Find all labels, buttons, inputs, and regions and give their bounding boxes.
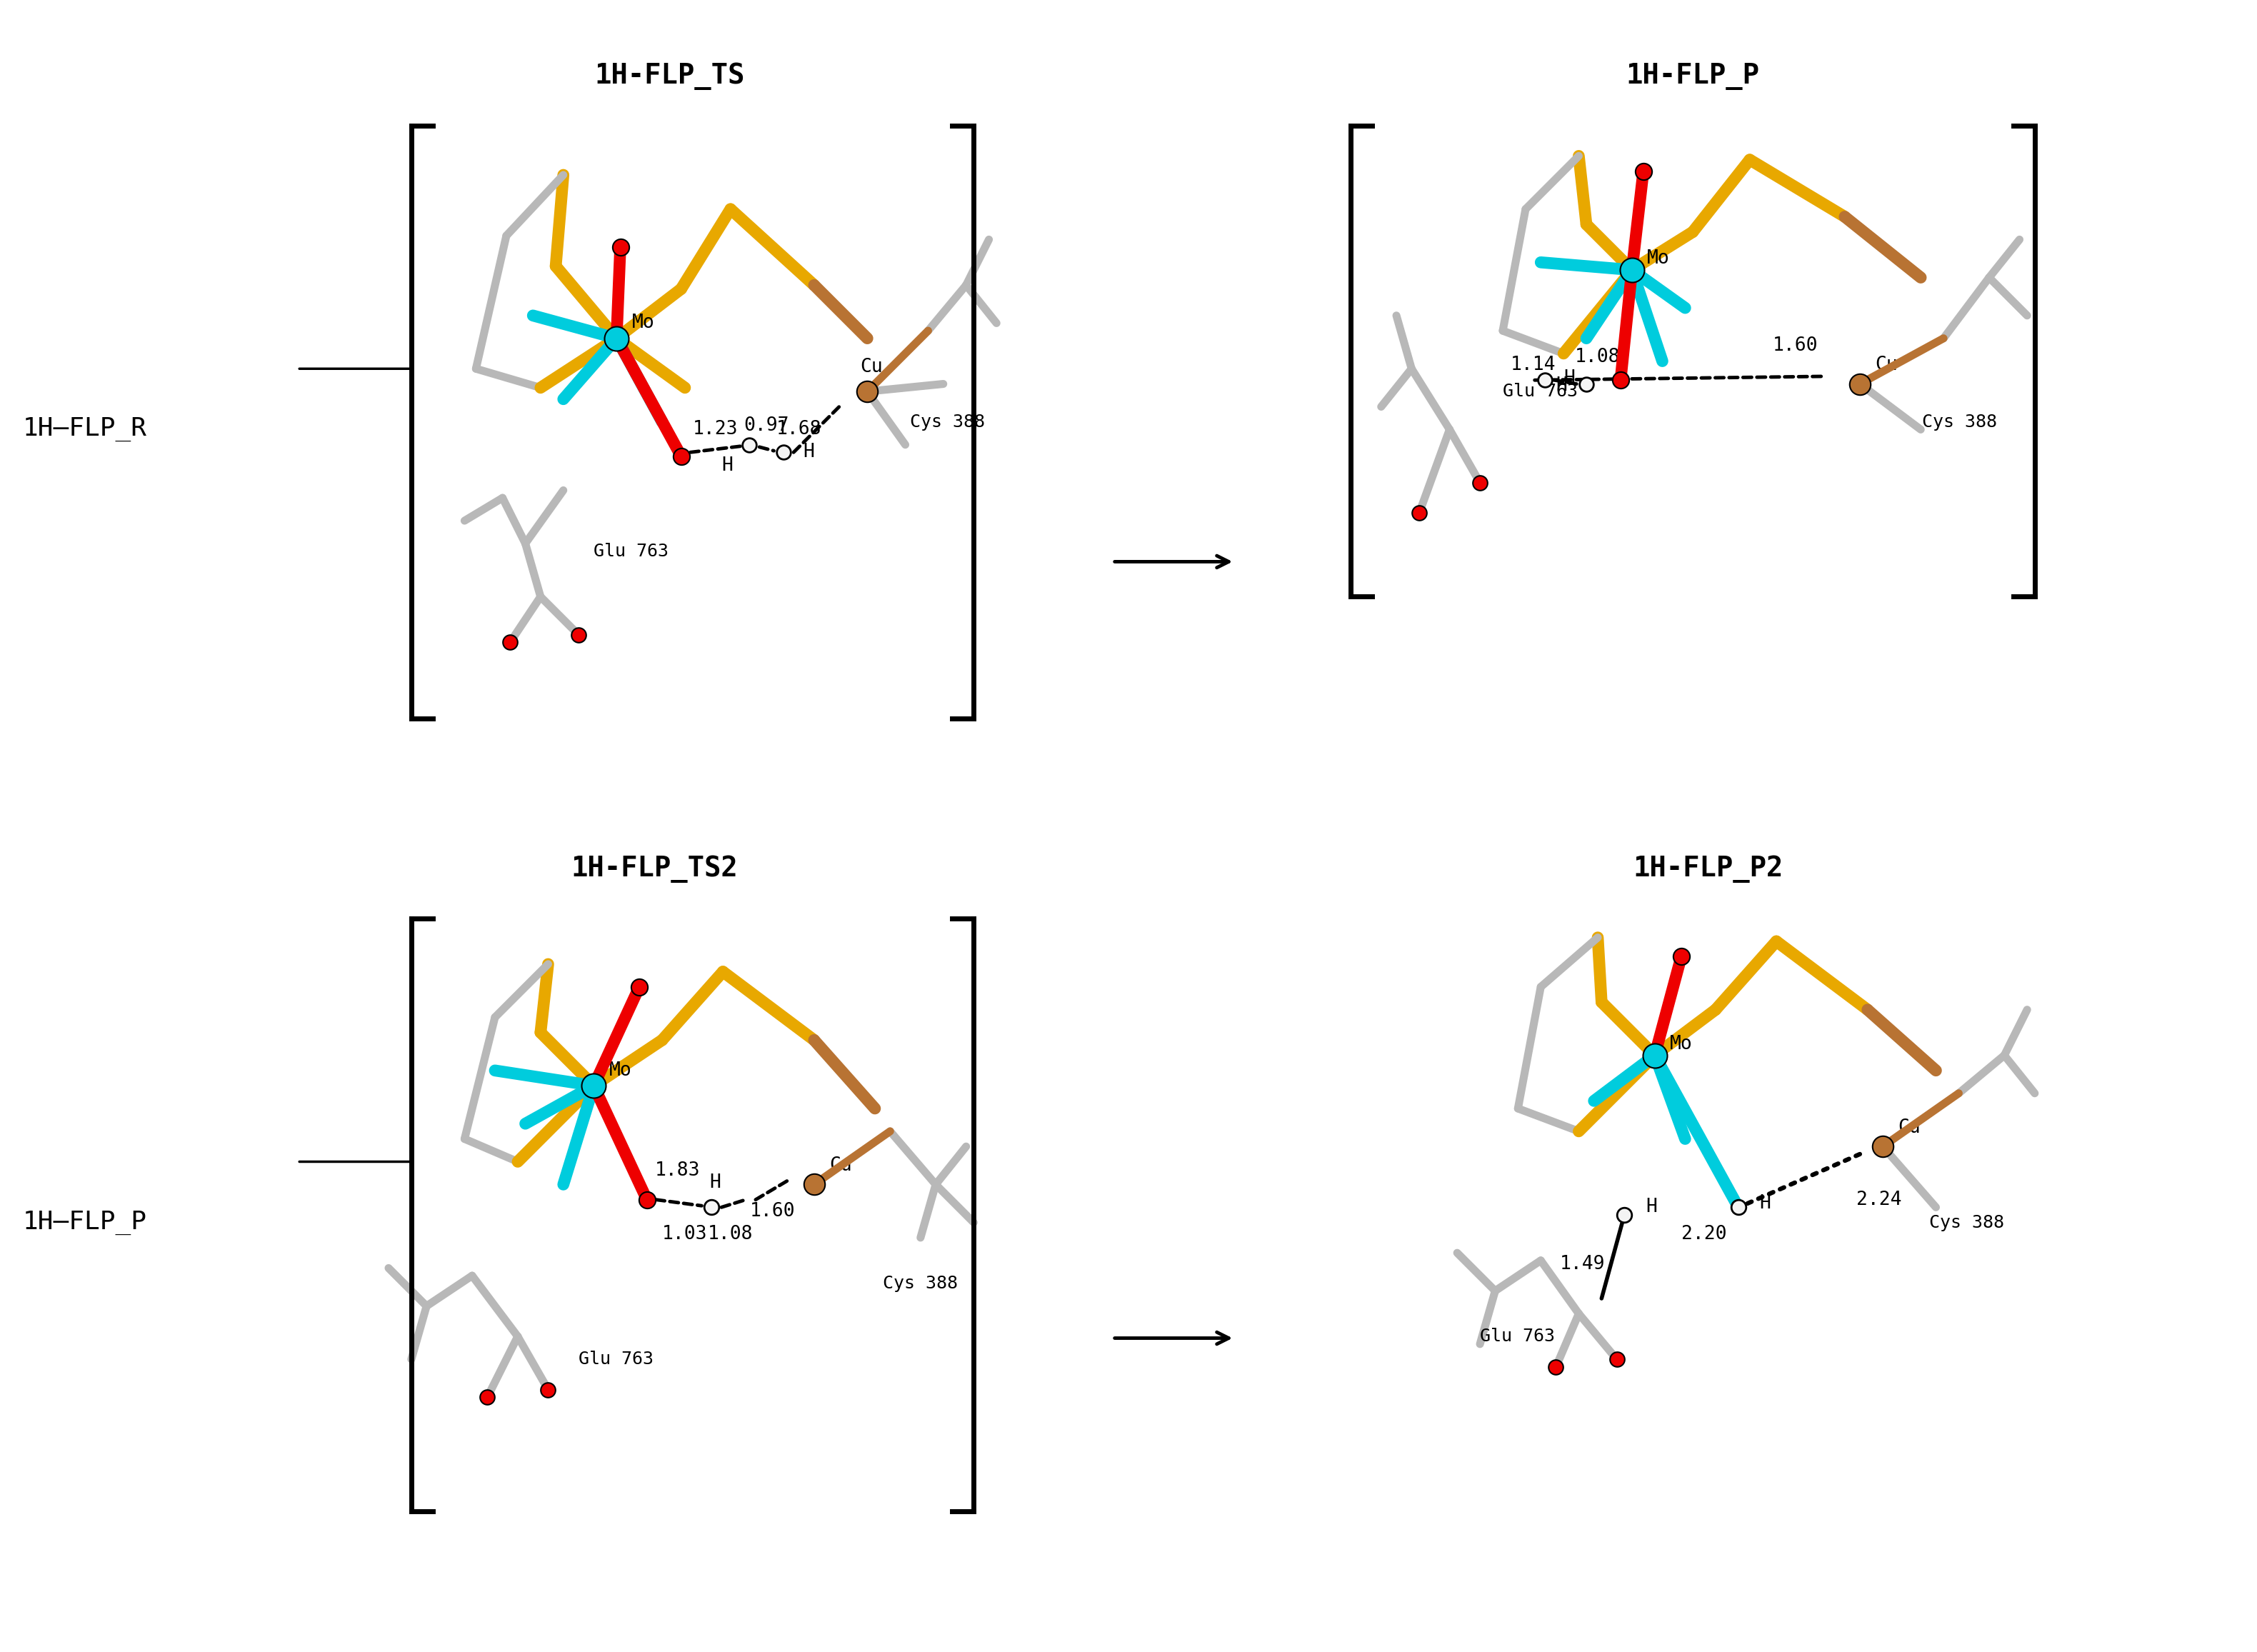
Text: 2.24: 2.24 — [1855, 1191, 1903, 1209]
Point — [1663, 943, 1700, 970]
Point — [664, 443, 700, 469]
Text: 1.83: 1.83 — [655, 1161, 700, 1180]
Text: Cu: Cu — [1898, 1118, 1921, 1137]
Text: H: H — [1645, 1198, 1657, 1216]
Text: Glu 763: Glu 763 — [1481, 1328, 1555, 1345]
Text: Cu: Cu — [828, 1156, 853, 1175]
Text: 1H-FLP_P: 1H-FLP_P — [1625, 63, 1760, 89]
Text: 0.97: 0.97 — [743, 416, 790, 434]
Text: H: H — [1564, 370, 1575, 388]
Point — [1402, 501, 1438, 527]
Text: 2.20: 2.20 — [1681, 1224, 1727, 1244]
Point — [1569, 370, 1605, 396]
Text: 1.60: 1.60 — [749, 1201, 794, 1221]
Point — [849, 378, 885, 405]
Point — [1720, 1194, 1756, 1221]
Text: H: H — [1760, 1194, 1772, 1213]
Point — [765, 439, 801, 466]
Text: Cys 388: Cys 388 — [910, 413, 984, 431]
Text: 1.08: 1.08 — [709, 1224, 754, 1244]
Point — [603, 235, 639, 261]
Point — [1463, 469, 1499, 496]
Point — [1636, 1042, 1672, 1069]
Text: Glu 763: Glu 763 — [578, 1351, 655, 1368]
Point — [1526, 367, 1562, 393]
Text: 1H-FLP_TS: 1H-FLP_TS — [594, 63, 745, 89]
Text: H: H — [709, 1173, 720, 1193]
Text: 1.49: 1.49 — [1560, 1256, 1605, 1274]
Point — [621, 973, 657, 999]
Point — [1625, 159, 1661, 185]
Text: 1H–FLP_P: 1H–FLP_P — [23, 1211, 147, 1234]
Text: Cys 388: Cys 388 — [1921, 413, 1997, 431]
Text: 1H-FLP_TS2: 1H-FLP_TS2 — [571, 856, 738, 882]
Text: 1H–FLP_R: 1H–FLP_R — [23, 418, 147, 441]
Point — [630, 1186, 666, 1213]
Point — [1607, 1201, 1643, 1227]
Text: Mo: Mo — [609, 1061, 632, 1080]
Text: Cys 388: Cys 388 — [1930, 1214, 2004, 1231]
Point — [598, 325, 634, 352]
Point — [1602, 367, 1639, 393]
Text: 1H-FLP_P2: 1H-FLP_P2 — [1632, 856, 1783, 882]
Point — [560, 621, 596, 648]
Text: H: H — [803, 443, 815, 461]
Point — [469, 1384, 506, 1411]
Point — [1537, 1353, 1573, 1379]
Text: Glu 763: Glu 763 — [1503, 383, 1578, 400]
Point — [1614, 256, 1650, 282]
Point — [731, 1186, 767, 1213]
Point — [530, 1376, 567, 1403]
Text: 1.23: 1.23 — [693, 420, 738, 439]
Point — [598, 325, 634, 352]
Text: Mo: Mo — [1648, 249, 1670, 268]
Point — [797, 1171, 833, 1198]
Text: 1.08: 1.08 — [1575, 349, 1621, 367]
Point — [693, 1194, 729, 1221]
Point — [576, 1072, 612, 1099]
Text: Mo: Mo — [1670, 1034, 1693, 1054]
Text: H: H — [1555, 377, 1566, 395]
Text: 1.68: 1.68 — [776, 420, 822, 439]
Text: H: H — [722, 456, 734, 476]
Text: Mo: Mo — [632, 314, 655, 332]
Text: Cu: Cu — [860, 358, 882, 377]
Text: 1.03: 1.03 — [661, 1224, 709, 1244]
Point — [492, 629, 528, 656]
Point — [1842, 370, 1878, 396]
Text: 1.60: 1.60 — [1772, 337, 1819, 355]
Point — [1864, 1133, 1900, 1160]
Text: Cu: Cu — [1876, 355, 1898, 375]
Point — [1598, 1346, 1634, 1373]
Text: Glu 763: Glu 763 — [594, 542, 668, 560]
Text: Cys 388: Cys 388 — [882, 1275, 957, 1292]
Text: 1.14: 1.14 — [1510, 355, 1555, 375]
Point — [731, 431, 767, 458]
